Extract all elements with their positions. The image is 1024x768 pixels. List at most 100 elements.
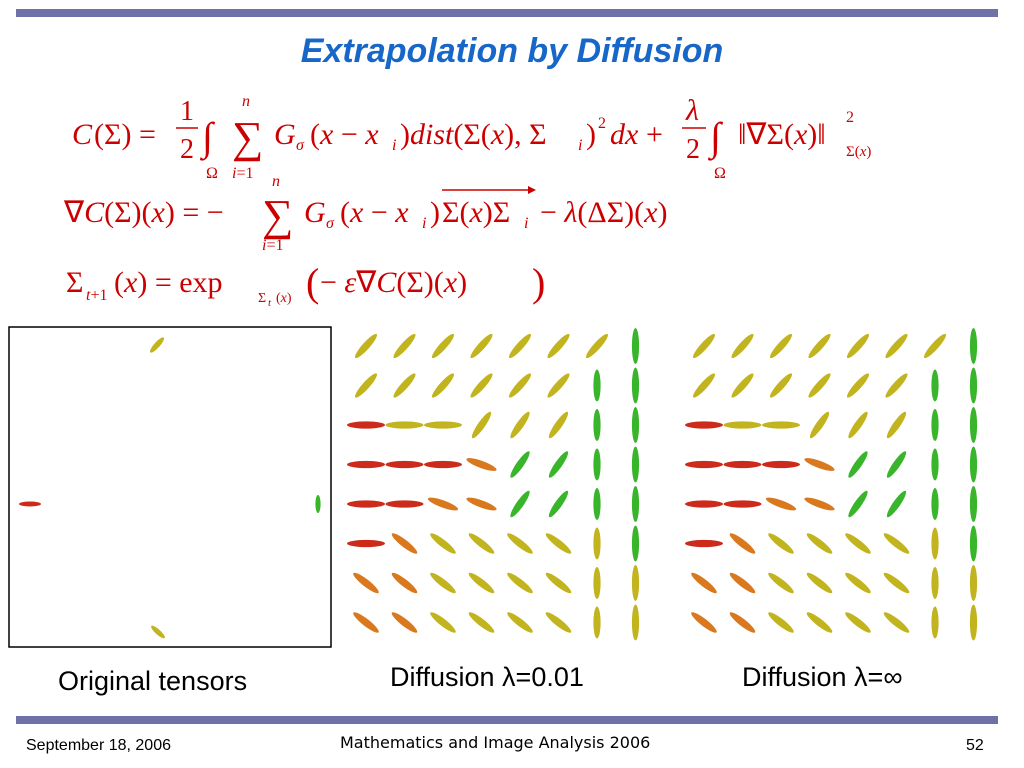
tensor-glyph	[768, 533, 794, 554]
tensor-glyph	[510, 451, 530, 478]
tensor-glyph	[393, 333, 416, 359]
tensor-glyph	[547, 373, 570, 398]
tensor-glyph	[845, 572, 871, 594]
tensor-glyph	[347, 500, 385, 508]
tensor-glyph	[969, 604, 978, 641]
tensor-glyph	[431, 373, 455, 398]
tensor-glyph	[808, 373, 831, 398]
tensor-glyph	[347, 421, 385, 429]
tensor-glyph	[470, 373, 493, 398]
tensor-glyph	[969, 407, 978, 443]
top-divider-bar	[16, 9, 998, 17]
tensor-glyph	[885, 373, 908, 398]
tensor-glyph	[631, 525, 640, 562]
svg-text:): )	[532, 260, 545, 305]
tensor-glyph	[969, 446, 978, 483]
tensor-glyph	[886, 490, 907, 518]
svg-text:C: C	[72, 118, 93, 151]
tensor-glyph	[769, 373, 793, 398]
caption-original-tensors: Original tensors	[58, 666, 248, 696]
svg-text:i: i	[524, 215, 528, 232]
tensor-glyph	[931, 488, 939, 520]
tensor-glyph	[806, 572, 833, 594]
tensor-glyph	[508, 373, 532, 398]
svg-text:+: +	[646, 118, 663, 151]
svg-text:∫: ∫	[707, 114, 724, 161]
caption-diffusion-inf: Diffusion λ=∞	[742, 662, 903, 692]
tensor-glyph	[631, 486, 640, 522]
tensor-glyph	[466, 458, 497, 471]
equation-update: Σ t+1 (x) = exp Σ t (x) ( − ε∇C(Σ)(x) )	[62, 256, 582, 319]
tensor-glyph	[809, 411, 830, 439]
tensor-glyph	[385, 500, 424, 508]
svg-text:i=1: i=1	[232, 165, 253, 182]
tensor-glyph	[685, 421, 723, 429]
svg-text:Ω: Ω	[714, 165, 726, 182]
diffusion-small-panel	[344, 318, 678, 654]
svg-text:2: 2	[598, 115, 606, 132]
diffusion-inf-panel	[682, 318, 1016, 654]
tensor-glyph	[886, 451, 907, 478]
svg-text:G: G	[304, 196, 326, 229]
svg-text:): )	[430, 196, 440, 229]
tensor-glyph	[923, 333, 947, 359]
tensor-glyph	[353, 572, 379, 594]
slide-title: Extrapolation by Diffusion	[300, 32, 724, 70]
tensor-glyph	[723, 500, 762, 508]
footer-center-text: Mathematics and Image Analysis 2006	[340, 733, 651, 752]
tensor-glyph	[731, 333, 754, 359]
tensor-glyph	[846, 333, 870, 359]
tensor-glyph	[685, 539, 723, 548]
tensor-glyph	[685, 500, 723, 508]
tensor-glyph	[593, 567, 601, 599]
tensor-glyph	[545, 612, 572, 633]
tensor-glyph	[806, 612, 833, 633]
tensor-glyph	[931, 606, 939, 639]
tensor-glyph	[931, 567, 939, 599]
tensor-glyph	[593, 606, 601, 639]
svg-text:‖∇Σ(x)‖: ‖∇Σ(x)‖	[738, 118, 826, 151]
svg-text:σ: σ	[296, 137, 305, 154]
svg-text:n: n	[272, 178, 280, 190]
tensor-glyph	[393, 373, 416, 398]
tensor-glyph	[723, 421, 762, 429]
svg-text:i: i	[578, 137, 582, 154]
tensor-glyph	[631, 407, 640, 443]
svg-text:(x) = exp: (x) = exp	[114, 266, 223, 299]
tensor-glyph	[510, 411, 530, 439]
svg-text:∑: ∑	[232, 113, 263, 162]
tensor-glyph	[631, 367, 640, 404]
tensor-glyph	[391, 572, 418, 594]
tensor-glyph	[806, 533, 833, 554]
tensor-glyph	[548, 411, 569, 439]
tensor-glyph	[729, 533, 756, 554]
equation-update-graphic: Σ t+1 (x) = exp Σ t (x) ( − ε∇C(Σ)(x) )	[66, 260, 545, 309]
svg-text:i: i	[422, 215, 426, 232]
tensor-glyph	[507, 533, 533, 554]
tensor-glyph	[545, 533, 572, 554]
svg-text:(: (	[306, 260, 319, 305]
svg-text:(x): (x)	[276, 291, 292, 306]
tensor-glyph	[804, 497, 835, 511]
tensor-glyph	[468, 612, 495, 633]
tensor-glyph	[431, 333, 455, 359]
svg-text:2: 2	[846, 109, 854, 126]
tensor-glyph	[353, 612, 379, 633]
tensor-glyph	[845, 533, 871, 554]
tensor-glyph	[848, 490, 868, 518]
tensor-glyph	[631, 446, 640, 483]
tensor-glyph	[931, 369, 939, 402]
tensor-glyph	[510, 490, 530, 518]
svg-text:t: t	[268, 297, 272, 309]
tensor-glyph	[931, 409, 939, 441]
tensor-glyph	[545, 572, 572, 594]
footer-date: September 18, 2006	[26, 737, 171, 754]
tensor-glyph	[471, 411, 492, 439]
svg-text:(x − x: (x − x	[340, 196, 409, 229]
tensor-glyph	[424, 421, 462, 429]
tensor-glyph	[354, 373, 378, 398]
tensor-glyph	[507, 572, 533, 594]
tensor-glyph	[969, 525, 978, 562]
equation-gradient-graphic: ∇C(Σ)(x) = − ∑ n i=1 G σ (x − x i ) Σ(x)…	[63, 173, 667, 254]
tensor-glyph	[585, 333, 609, 359]
